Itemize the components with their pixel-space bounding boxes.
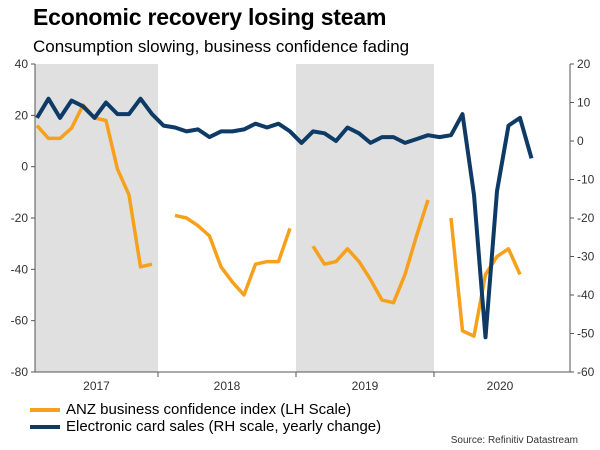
- x-tick-label-2017: 2017: [83, 379, 110, 393]
- legend-entry-card-sales: Electronic card sales (RH scale, yearly …: [30, 418, 381, 435]
- left-tick-label: 0: [21, 160, 28, 174]
- series-line-anz-segment: [174, 213, 292, 297]
- legend-swatch-card-sales: [30, 424, 60, 429]
- left-tick-label: -80: [11, 365, 29, 379]
- right-tick-label: 0: [577, 134, 584, 148]
- legend-entry-anz: ANZ business confidence index (LH Scale): [30, 401, 351, 418]
- series-line-anz-segment: [311, 199, 430, 305]
- right-tick-label: -20: [577, 211, 595, 225]
- right-tick-label: -30: [577, 250, 595, 264]
- right-tick-label: 10: [577, 96, 591, 110]
- legend-label-card-sales: Electronic card sales (RH scale, yearly …: [66, 418, 382, 435]
- chart-subtitle: Consumption slowing, business confidence…: [33, 37, 410, 56]
- source-note: Source: Refinitiv Datastream: [450, 435, 578, 446]
- x-tick-label-2020: 2020: [487, 379, 514, 393]
- right-tick-label: -50: [577, 327, 595, 341]
- legend-swatch-anz: [30, 407, 60, 412]
- shaded-band-2019: [296, 64, 434, 372]
- x-tick-label-2019: 2019: [352, 379, 379, 393]
- left-tick-label: -40: [11, 262, 29, 276]
- left-tick-label: -60: [11, 314, 29, 328]
- chart-title: Economic recovery losing steam: [33, 4, 387, 30]
- left-tick-label: -20: [11, 211, 29, 225]
- right-tick-label: -10: [577, 173, 595, 187]
- legend-label-anz: ANZ business confidence index (LH Scale): [66, 401, 352, 418]
- right-tick-label: 20: [577, 57, 591, 71]
- left-tick-label: 40: [15, 57, 29, 71]
- right-tick-label: -60: [577, 365, 595, 379]
- x-tick-label-2018: 2018: [214, 379, 241, 393]
- series-line-card-sales-segment: [35, 96, 534, 340]
- right-tick-label: -40: [577, 288, 595, 302]
- series-line-anz-segment: [449, 217, 522, 338]
- left-tick-label: 20: [15, 108, 29, 122]
